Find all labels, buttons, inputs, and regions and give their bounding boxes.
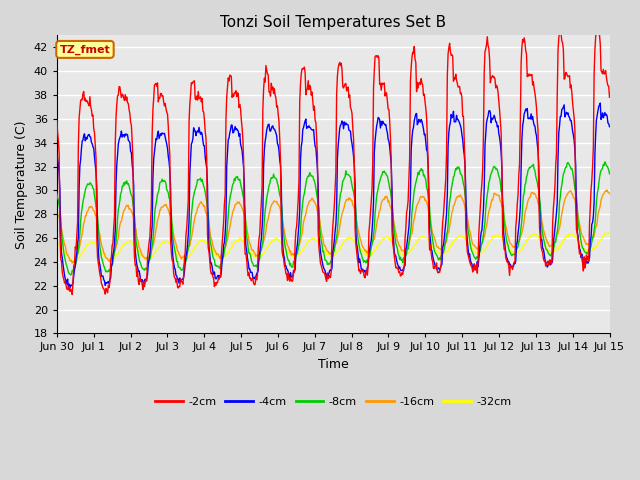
Text: TZ_fmet: TZ_fmet (60, 44, 110, 55)
Title: Tonzi Soil Temperatures Set B: Tonzi Soil Temperatures Set B (220, 15, 446, 30)
Legend: -2cm, -4cm, -8cm, -16cm, -32cm: -2cm, -4cm, -8cm, -16cm, -32cm (150, 393, 516, 411)
Y-axis label: Soil Temperature (C): Soil Temperature (C) (15, 120, 28, 249)
X-axis label: Time: Time (318, 358, 349, 371)
